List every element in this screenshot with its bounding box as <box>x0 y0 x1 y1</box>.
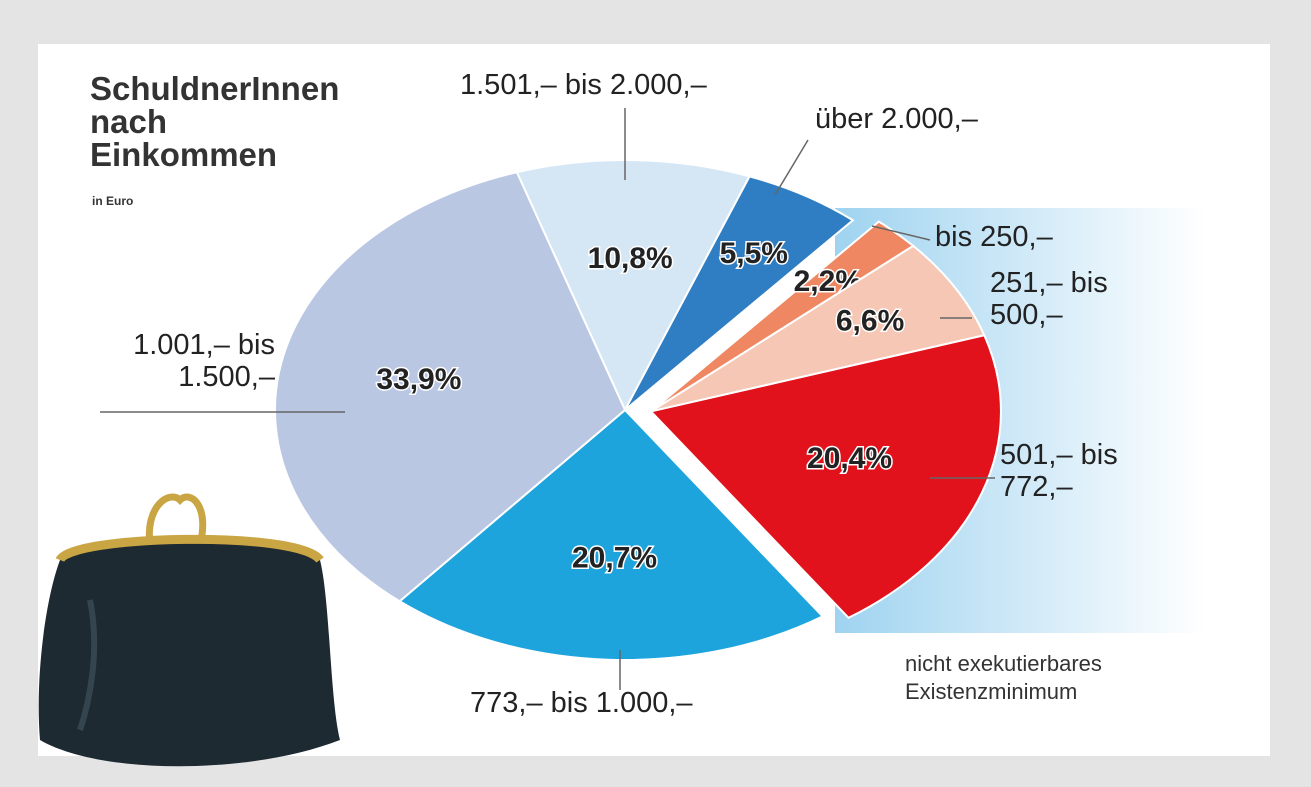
value-label: 10,8% <box>588 242 673 275</box>
leader-line <box>871 225 931 241</box>
pie-slice <box>650 244 986 413</box>
value-label: 2,2% <box>794 265 862 298</box>
pie-slice <box>274 171 627 603</box>
chart-title: SchuldnerInnen nach Einkommen <box>90 70 340 173</box>
value-label: 6,6% <box>836 304 904 337</box>
purse <box>38 493 341 767</box>
annotation: nicht exekutierbares Existenzminimum <box>905 651 1102 704</box>
pie-slice <box>649 334 1002 620</box>
category-label: 1.501,– bis 2.000,– <box>460 69 707 101</box>
value-label: 5,5% <box>720 237 788 270</box>
pie-slice <box>515 159 751 413</box>
pie-slice <box>397 408 825 661</box>
value-label: 20,7% <box>572 542 657 575</box>
value-label: 20,4% <box>807 442 892 475</box>
pie-slice <box>624 175 855 411</box>
chart-subtitle: in Euro <box>92 194 134 208</box>
leader-line <box>774 139 809 196</box>
category-label: 501,– bis 772,– <box>1000 439 1118 503</box>
category-label: bis 250,– <box>935 221 1053 253</box>
value-label: 33,9% <box>376 363 461 396</box>
category-label: 251,– bis 500,– <box>990 267 1108 331</box>
category-label: 773,– bis 1.000,– <box>470 687 693 719</box>
category-label: über 2.000,– <box>815 103 978 135</box>
category-label: 1.001,– bis 1.500,– <box>133 329 275 393</box>
